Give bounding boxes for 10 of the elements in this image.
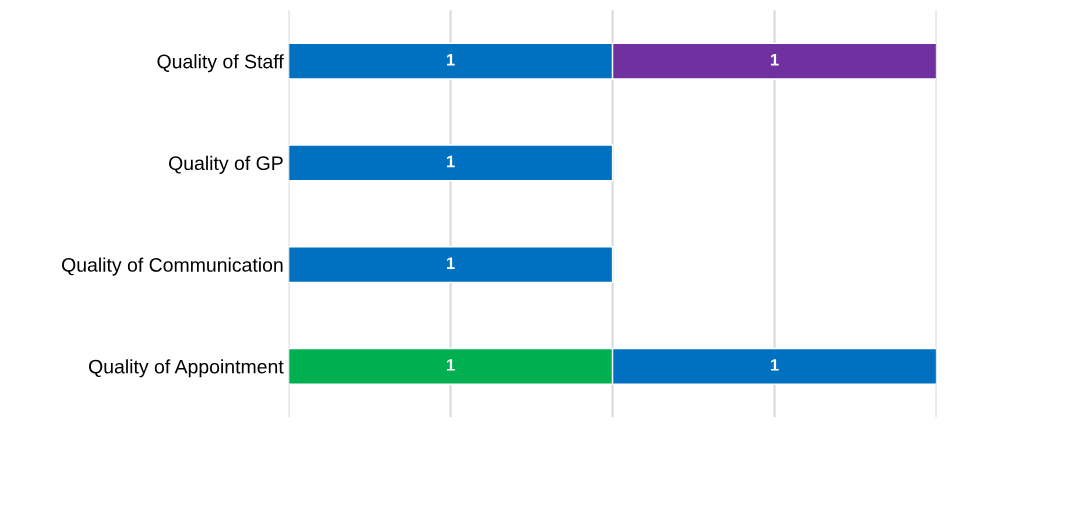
data-label: 1 [770,359,779,371]
data-label: 1 [446,359,455,371]
data-label: 1 [770,54,779,66]
y-tick-label: Quality of GP [169,155,283,174]
y-tick-label: Quality of Communication [62,257,283,276]
data-label: 1 [446,54,455,66]
y-tick-label: Quality of Staff [157,54,284,73]
data-label: 1 [446,257,455,269]
data-label: 1 [446,155,455,168]
y-tick-label: Quality of Appointment [89,359,284,378]
